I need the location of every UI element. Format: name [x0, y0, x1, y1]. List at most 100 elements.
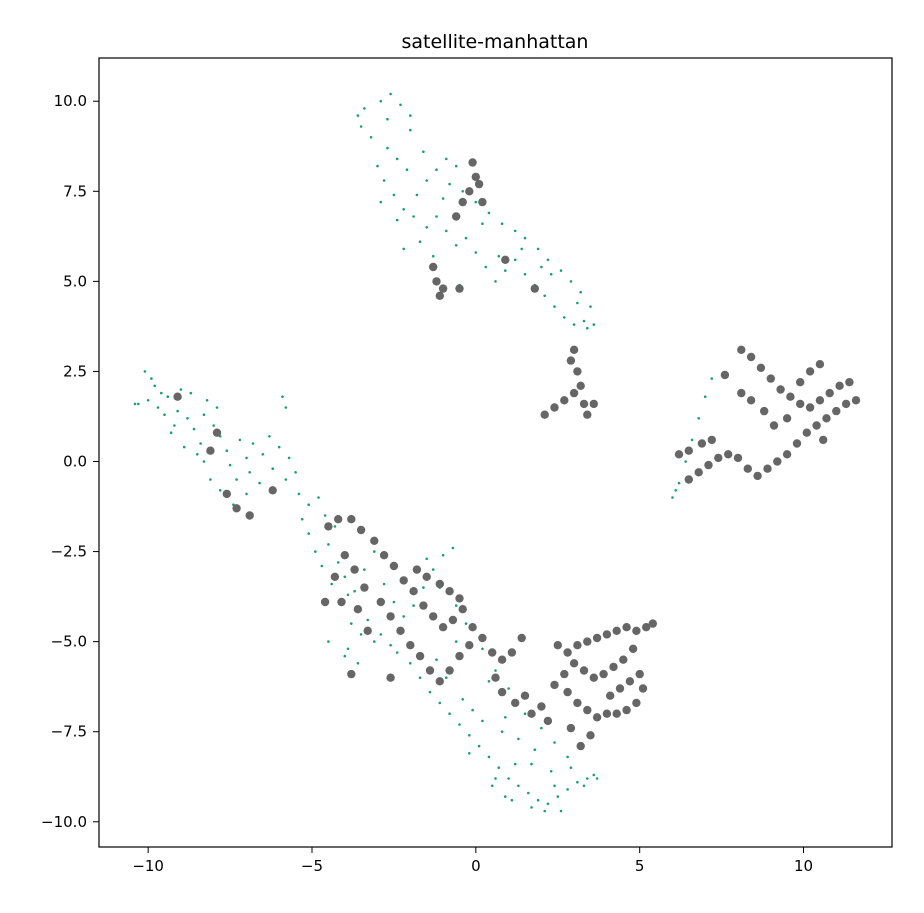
series-1-point-24 — [589, 399, 598, 409]
series-0-point-82 — [556, 795, 560, 798]
series-0-point-25 — [294, 471, 297, 474]
series-0-point-143 — [589, 305, 592, 308]
series-1-point-119 — [622, 623, 631, 632]
series-1-point-7 — [438, 284, 448, 293]
series-0-point-35 — [189, 391, 193, 395]
series-0-point-150 — [513, 229, 517, 233]
series-0-point-83 — [566, 788, 569, 791]
series-0-point-44 — [333, 525, 337, 528]
series-1-point-68 — [819, 435, 828, 445]
series-1-point-9 — [432, 277, 441, 286]
series-0-point-70 — [438, 701, 442, 705]
series-1-point-53 — [694, 468, 703, 477]
series-0-point-4 — [143, 370, 147, 373]
series-1-point-89 — [340, 551, 349, 560]
series-1-point-83 — [468, 623, 477, 632]
series-0-point-166 — [356, 114, 360, 117]
series-0-point-118 — [392, 193, 396, 197]
series-0-point-41 — [307, 503, 311, 507]
series-0-point-205 — [494, 777, 497, 780]
series-1-point-45 — [773, 457, 782, 466]
series-0-point-36 — [205, 399, 209, 402]
series-0-point-51 — [363, 568, 366, 571]
series-0-point-98 — [481, 647, 484, 651]
series-1-point-46 — [763, 464, 772, 473]
series-0-point-176 — [133, 402, 137, 406]
series-0-point-213 — [497, 254, 501, 258]
series-1-point-131 — [550, 680, 559, 690]
series-1-point-94 — [396, 626, 405, 635]
series-0-point-139 — [553, 305, 556, 308]
series-0-point-86 — [592, 773, 596, 777]
series-0-point-214 — [520, 247, 523, 251]
series-1-point-145 — [586, 731, 595, 740]
series-1-point-110 — [445, 587, 454, 596]
series-0-point-32 — [209, 478, 212, 481]
series-0-point-165 — [586, 326, 589, 330]
series-1-point-106 — [386, 673, 395, 682]
series-1-point-6 — [478, 197, 487, 207]
series-1-point-123 — [628, 644, 638, 653]
series-1-point-138 — [622, 705, 631, 715]
series-0-point-155 — [448, 182, 451, 186]
series-1-point-85 — [488, 648, 497, 657]
series-1-point-5 — [452, 212, 461, 221]
series-0-point-19 — [245, 456, 248, 460]
series-0-point-162 — [363, 107, 366, 110]
series-1-point-141 — [635, 669, 644, 679]
series-0-point-196 — [464, 622, 468, 625]
series-0-point-21 — [261, 453, 265, 456]
series-0-point-129 — [454, 244, 458, 247]
series-0-point-11 — [202, 413, 206, 417]
series-0-point-87 — [490, 784, 494, 788]
series-1-point-97 — [425, 666, 435, 675]
series-0-point-1 — [146, 399, 150, 402]
series-1-point-30 — [786, 392, 795, 401]
series-0-point-31 — [218, 489, 222, 492]
y-tick-label: 5.0 — [63, 272, 87, 290]
series-1-point-160 — [320, 597, 330, 607]
series-1-point-79 — [429, 612, 438, 621]
series-0-point-10 — [192, 427, 196, 431]
series-1-point-122 — [648, 619, 657, 628]
series-1-point-78 — [419, 601, 428, 610]
series-1-point-86 — [497, 655, 507, 664]
series-1-point-0 — [468, 158, 477, 167]
series-1-point-1 — [471, 172, 480, 182]
series-1-point-92 — [376, 597, 385, 607]
series-0-point-147 — [546, 258, 550, 262]
y-tick-label: 10.0 — [54, 92, 87, 110]
series-1-point-76 — [399, 576, 408, 585]
series-0-point-216 — [576, 301, 579, 305]
series-1-point-75 — [389, 561, 399, 571]
series-0-point-68 — [418, 676, 422, 679]
series-0-point-185 — [330, 582, 334, 586]
series-0-point-78 — [517, 784, 520, 788]
series-1-point-40 — [822, 414, 831, 423]
series-0-point-40 — [297, 492, 301, 496]
series-0-point-152 — [487, 211, 491, 215]
series-1-point-113 — [563, 648, 572, 657]
series-0-point-88 — [504, 795, 507, 798]
series-1-point-142 — [625, 677, 635, 686]
series-1-point-128 — [579, 666, 589, 675]
series-1-point-120 — [632, 626, 641, 635]
series-1-point-132 — [563, 687, 572, 697]
series-1-point-34 — [825, 388, 834, 398]
series-1-point-159 — [268, 486, 277, 495]
series-1-point-126 — [599, 669, 608, 679]
series-1-point-95 — [406, 641, 415, 650]
series-1-point-136 — [602, 709, 612, 718]
series-1-point-82 — [458, 605, 467, 614]
series-1-point-154 — [232, 504, 241, 513]
series-0-point-179 — [169, 431, 173, 435]
series-0-point-111 — [409, 114, 412, 117]
series-0-point-16 — [225, 449, 229, 453]
series-1-point-116 — [592, 633, 602, 643]
series-0-point-187 — [366, 618, 370, 622]
series-1-point-139 — [632, 698, 641, 708]
series-0-point-177 — [150, 377, 153, 380]
series-1-point-100 — [455, 651, 464, 661]
series-1-point-147 — [566, 723, 576, 733]
series-0-point-169 — [703, 395, 707, 399]
